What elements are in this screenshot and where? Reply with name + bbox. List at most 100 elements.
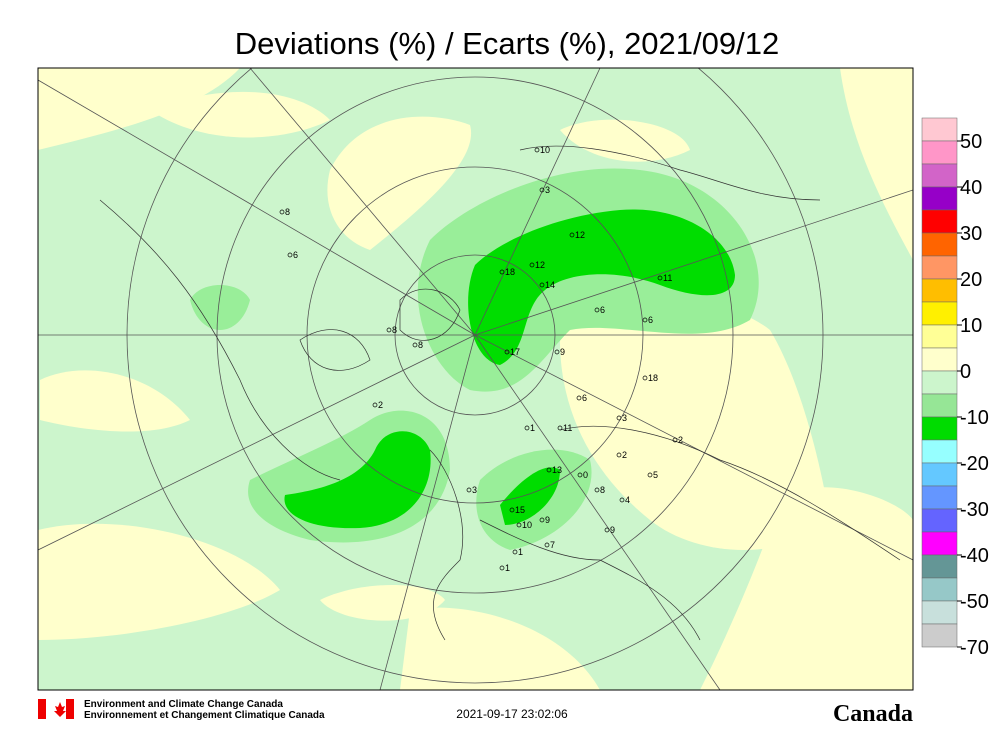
station-value: 8 bbox=[392, 325, 397, 335]
station-value: 1 bbox=[505, 563, 510, 573]
station-dot bbox=[577, 472, 583, 478]
station-value: 7 bbox=[550, 540, 555, 550]
station-dot bbox=[499, 565, 505, 571]
legend-swatch bbox=[921, 278, 958, 303]
station-value: 6 bbox=[648, 315, 653, 325]
station-dot bbox=[279, 209, 285, 215]
station-dot bbox=[619, 497, 625, 503]
legend-swatch bbox=[921, 462, 958, 487]
legend-swatch bbox=[921, 163, 958, 188]
station-dot bbox=[372, 402, 378, 408]
station-value: 8 bbox=[285, 207, 290, 217]
station-dot bbox=[512, 549, 518, 555]
station-value: 9 bbox=[560, 347, 565, 357]
station-value: 3 bbox=[622, 413, 627, 423]
station-dot bbox=[647, 472, 653, 478]
legend-swatch bbox=[921, 347, 958, 372]
legend-swatch bbox=[921, 600, 958, 625]
legend-swatch bbox=[921, 393, 958, 418]
station-dot bbox=[569, 232, 575, 238]
station-value: 6 bbox=[582, 393, 587, 403]
station-value: 11 bbox=[663, 273, 672, 283]
legend-swatch bbox=[921, 577, 958, 602]
legend-label: -50 bbox=[960, 591, 989, 613]
station-value: 6 bbox=[600, 305, 605, 315]
legend-label: 50 bbox=[960, 131, 982, 153]
legend-swatch bbox=[921, 554, 958, 579]
flag-bar bbox=[38, 699, 46, 719]
legend-swatch bbox=[921, 232, 958, 257]
station-value: 10 bbox=[522, 520, 532, 530]
station-dot bbox=[594, 307, 600, 313]
station-value: 2 bbox=[622, 450, 627, 460]
legend-label: 0 bbox=[960, 361, 971, 383]
station-dot bbox=[516, 522, 522, 528]
legend-swatch bbox=[921, 255, 958, 280]
station-dot bbox=[554, 349, 560, 355]
agency-fr: Environnement et Changement Climatique C… bbox=[84, 710, 325, 721]
station-value: 9 bbox=[545, 515, 550, 525]
station-dot bbox=[539, 282, 545, 288]
legend-label: -30 bbox=[960, 499, 989, 521]
map bbox=[38, 68, 913, 690]
flag-bar bbox=[66, 699, 74, 719]
station-dot bbox=[672, 437, 678, 443]
station-value: 5 bbox=[653, 470, 658, 480]
legend-swatch bbox=[921, 508, 958, 533]
legend-swatch bbox=[921, 117, 958, 142]
station-value: 1 bbox=[518, 547, 523, 557]
station-value: 14 bbox=[545, 280, 555, 290]
station-dot bbox=[529, 262, 535, 268]
station-dot bbox=[524, 425, 530, 431]
legend-swatch bbox=[921, 140, 958, 165]
legend-label: 30 bbox=[960, 223, 982, 245]
station-value: 18 bbox=[505, 267, 515, 277]
legend-label: 20 bbox=[960, 269, 982, 291]
legend-swatch bbox=[921, 416, 958, 441]
station-dot bbox=[539, 187, 545, 193]
legend-label: 40 bbox=[960, 177, 982, 199]
station-dot bbox=[509, 507, 515, 513]
station-value: 2 bbox=[678, 435, 683, 445]
station-value: 6 bbox=[293, 250, 298, 260]
agency-en: Environment and Climate Change Canada bbox=[84, 699, 283, 710]
station-value: 15 bbox=[515, 505, 525, 515]
station-dot bbox=[576, 395, 582, 401]
station-value: 11 bbox=[563, 423, 572, 433]
station-dot bbox=[466, 487, 472, 493]
station-dot bbox=[642, 375, 648, 381]
station-dot bbox=[657, 275, 663, 281]
station-value: 8 bbox=[418, 340, 423, 350]
station-dot bbox=[616, 415, 622, 421]
station-value: 2 bbox=[378, 400, 383, 410]
legend: 50 40 30 20 10 0 -10 -20 -30 -40 -50 -70 bbox=[921, 117, 989, 659]
legend-swatch bbox=[921, 209, 958, 234]
station-dot bbox=[594, 487, 600, 493]
legend-label: -40 bbox=[960, 545, 989, 567]
station-value: 18 bbox=[648, 373, 658, 383]
legend-label: 10 bbox=[960, 315, 982, 337]
legend-label: -20 bbox=[960, 453, 989, 475]
station-dot bbox=[412, 342, 418, 348]
title: Deviations (%) / Ecarts (%), 2021/09/12 bbox=[235, 26, 779, 61]
map-frame bbox=[37, 67, 914, 691]
station-value: 17 bbox=[510, 347, 520, 357]
station-value: 10 bbox=[540, 145, 550, 155]
legend-swatch bbox=[921, 370, 958, 395]
station-dot bbox=[539, 517, 545, 523]
station-dot bbox=[642, 317, 648, 323]
station-value: 9 bbox=[610, 525, 615, 535]
legend-swatch bbox=[921, 324, 958, 349]
legend-swatch bbox=[921, 439, 958, 464]
station-value: 1 bbox=[530, 423, 535, 433]
station-dot bbox=[386, 327, 392, 333]
station-dot bbox=[604, 527, 610, 533]
maple-leaf bbox=[54, 702, 66, 717]
timestamp: 2021-09-17 23:02:06 bbox=[456, 707, 568, 721]
station-value: 4 bbox=[625, 495, 630, 505]
station-dot bbox=[287, 252, 293, 258]
station-dot bbox=[499, 269, 505, 275]
station-dot bbox=[544, 542, 550, 548]
